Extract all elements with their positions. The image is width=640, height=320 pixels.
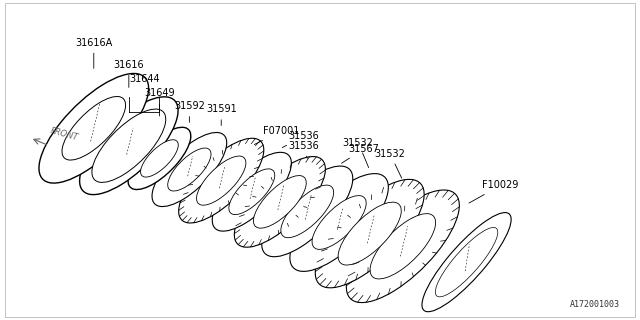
Ellipse shape (179, 138, 264, 223)
Text: A172001003: A172001003 (570, 300, 620, 309)
Text: FRONT: FRONT (49, 126, 79, 142)
Ellipse shape (39, 74, 148, 183)
Ellipse shape (338, 202, 401, 265)
Ellipse shape (422, 212, 511, 312)
Text: 31536: 31536 (282, 131, 319, 148)
Ellipse shape (196, 156, 246, 205)
Text: 31649: 31649 (144, 88, 175, 116)
Ellipse shape (62, 97, 125, 160)
Ellipse shape (234, 156, 325, 247)
Ellipse shape (281, 185, 333, 238)
Ellipse shape (168, 148, 211, 191)
Ellipse shape (253, 176, 307, 228)
Text: 31616A: 31616A (75, 38, 113, 68)
Ellipse shape (212, 152, 291, 231)
Ellipse shape (316, 180, 424, 288)
Ellipse shape (229, 169, 275, 215)
Text: F07001: F07001 (254, 126, 299, 145)
Text: 31532: 31532 (343, 138, 374, 168)
Ellipse shape (435, 228, 498, 297)
Ellipse shape (152, 132, 227, 206)
Text: 31532: 31532 (374, 149, 406, 178)
Text: 31567: 31567 (342, 144, 380, 163)
Ellipse shape (370, 214, 436, 279)
Text: 31536: 31536 (288, 141, 319, 158)
Text: 31591: 31591 (206, 104, 237, 125)
Ellipse shape (79, 97, 178, 195)
Ellipse shape (290, 173, 388, 271)
Ellipse shape (92, 109, 166, 182)
Text: F10029: F10029 (469, 180, 519, 203)
Text: 31592: 31592 (174, 101, 205, 122)
Ellipse shape (346, 190, 460, 303)
Ellipse shape (128, 127, 191, 189)
Ellipse shape (312, 196, 366, 249)
Ellipse shape (141, 140, 179, 177)
Ellipse shape (262, 166, 353, 257)
Text: 31616: 31616 (113, 60, 144, 87)
Text: 31644: 31644 (129, 74, 159, 84)
